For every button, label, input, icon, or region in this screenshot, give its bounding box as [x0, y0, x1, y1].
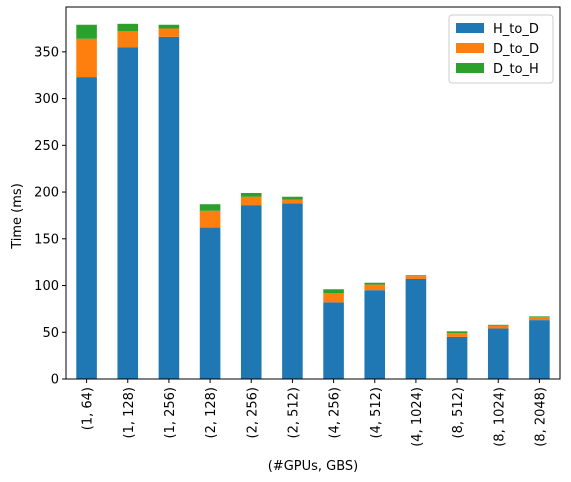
bar-h-to-d-1 [117, 47, 139, 380]
x-tick-label: (2, 512) [286, 387, 301, 439]
y-axis-label: Time (ms) [10, 183, 25, 250]
x-tick-label: (8, 1024) [492, 387, 507, 447]
x-tick-label: (1, 128) [122, 387, 137, 439]
bar-d-to-d-0 [76, 38, 97, 78]
x-tick-label: (2, 128) [204, 387, 219, 439]
bar-h-to-d-2 [158, 36, 180, 379]
bar-h-to-d-5 [282, 203, 303, 379]
bar-d-to-h-5 [282, 196, 303, 200]
bar-d-to-d-10 [487, 325, 509, 329]
bar-d-to-h-4 [240, 193, 262, 197]
x-axis: (1, 64) (1, 128) (1, 256) (2, 128) (2, 256) (… [81, 379, 548, 447]
x-axis-label: (#GPUs, GBS) [268, 459, 359, 474]
bar-d-to-d-9 [446, 333, 468, 337]
x-tick-label: (4, 512) [369, 387, 384, 439]
legend-swatch-d-to-h [456, 63, 484, 73]
bar-h-to-d-10 [487, 328, 509, 379]
legend-label-d-to-h: D_to_H [493, 62, 539, 77]
bar-d-to-h-0 [76, 24, 97, 39]
plot-frame [65, 6, 561, 380]
bar-d-to-h-9 [446, 331, 468, 334]
bar-h-to-d-0 [76, 77, 97, 380]
legend-swatch-h-to-d [456, 23, 484, 33]
y-tick-label: 350 [34, 45, 59, 60]
bar-d-to-h-1 [117, 23, 139, 32]
bar-d-to-h-8 [405, 275, 427, 277]
bar-h-to-d-3 [199, 227, 221, 379]
x-tick-label: (8, 2048) [533, 387, 548, 447]
bar-d-to-d-1 [117, 31, 139, 48]
legend-label-d-to-d: D_to_D [493, 42, 539, 57]
y-tick-label: 100 [34, 279, 59, 294]
x-tick-label: (4, 256) [328, 387, 343, 439]
bar-d-to-d-5 [282, 199, 303, 204]
bar-d-to-d-7 [364, 284, 386, 291]
bar-d-to-d-11 [529, 317, 550, 321]
legend-swatch-d-to-d [456, 43, 484, 53]
y-tick-label: 50 [42, 326, 59, 341]
bar-d-to-d-4 [240, 196, 262, 206]
bar-d-to-d-2 [158, 28, 180, 37]
y-tick-label: 250 [34, 139, 59, 154]
x-tick-label: (1, 256) [163, 387, 178, 439]
bars-layer [76, 23, 550, 380]
y-tick-label: 0 [51, 373, 59, 388]
y-axis: 0 50 100 150 200 250 300 350 [34, 45, 66, 388]
bar-h-to-d-6 [323, 302, 344, 379]
bar-d-to-h-7 [364, 282, 386, 285]
bar-d-to-h-11 [529, 316, 550, 318]
y-tick-label: 150 [34, 232, 59, 247]
bar-h-to-d-4 [240, 205, 262, 379]
bar-h-to-d-7 [364, 290, 386, 379]
y-tick-label: 200 [34, 186, 59, 201]
bar-h-to-d-9 [446, 336, 468, 379]
bar-d-to-d-6 [323, 293, 344, 303]
bar-d-to-d-8 [405, 276, 427, 279]
bar-d-to-h-3 [199, 204, 221, 211]
bar-h-to-d-11 [529, 320, 550, 379]
x-tick-label: (2, 256) [245, 387, 260, 439]
bar-d-to-h-6 [323, 289, 344, 294]
bar-d-to-d-3 [199, 210, 221, 228]
x-tick-label: (1, 64) [81, 387, 96, 430]
bar-h-to-d-8 [405, 278, 427, 379]
y-tick-label: 300 [34, 92, 59, 107]
bar-d-to-h-10 [487, 324, 509, 326]
x-tick-label: (8, 512) [451, 387, 466, 439]
x-tick-label: (4, 1024) [410, 387, 425, 447]
legend: H_to_D D_to_D D_to_H [448, 14, 554, 84]
bar-d-to-h-2 [158, 24, 180, 29]
legend-label-h-to-d: H_to_D [493, 22, 539, 37]
